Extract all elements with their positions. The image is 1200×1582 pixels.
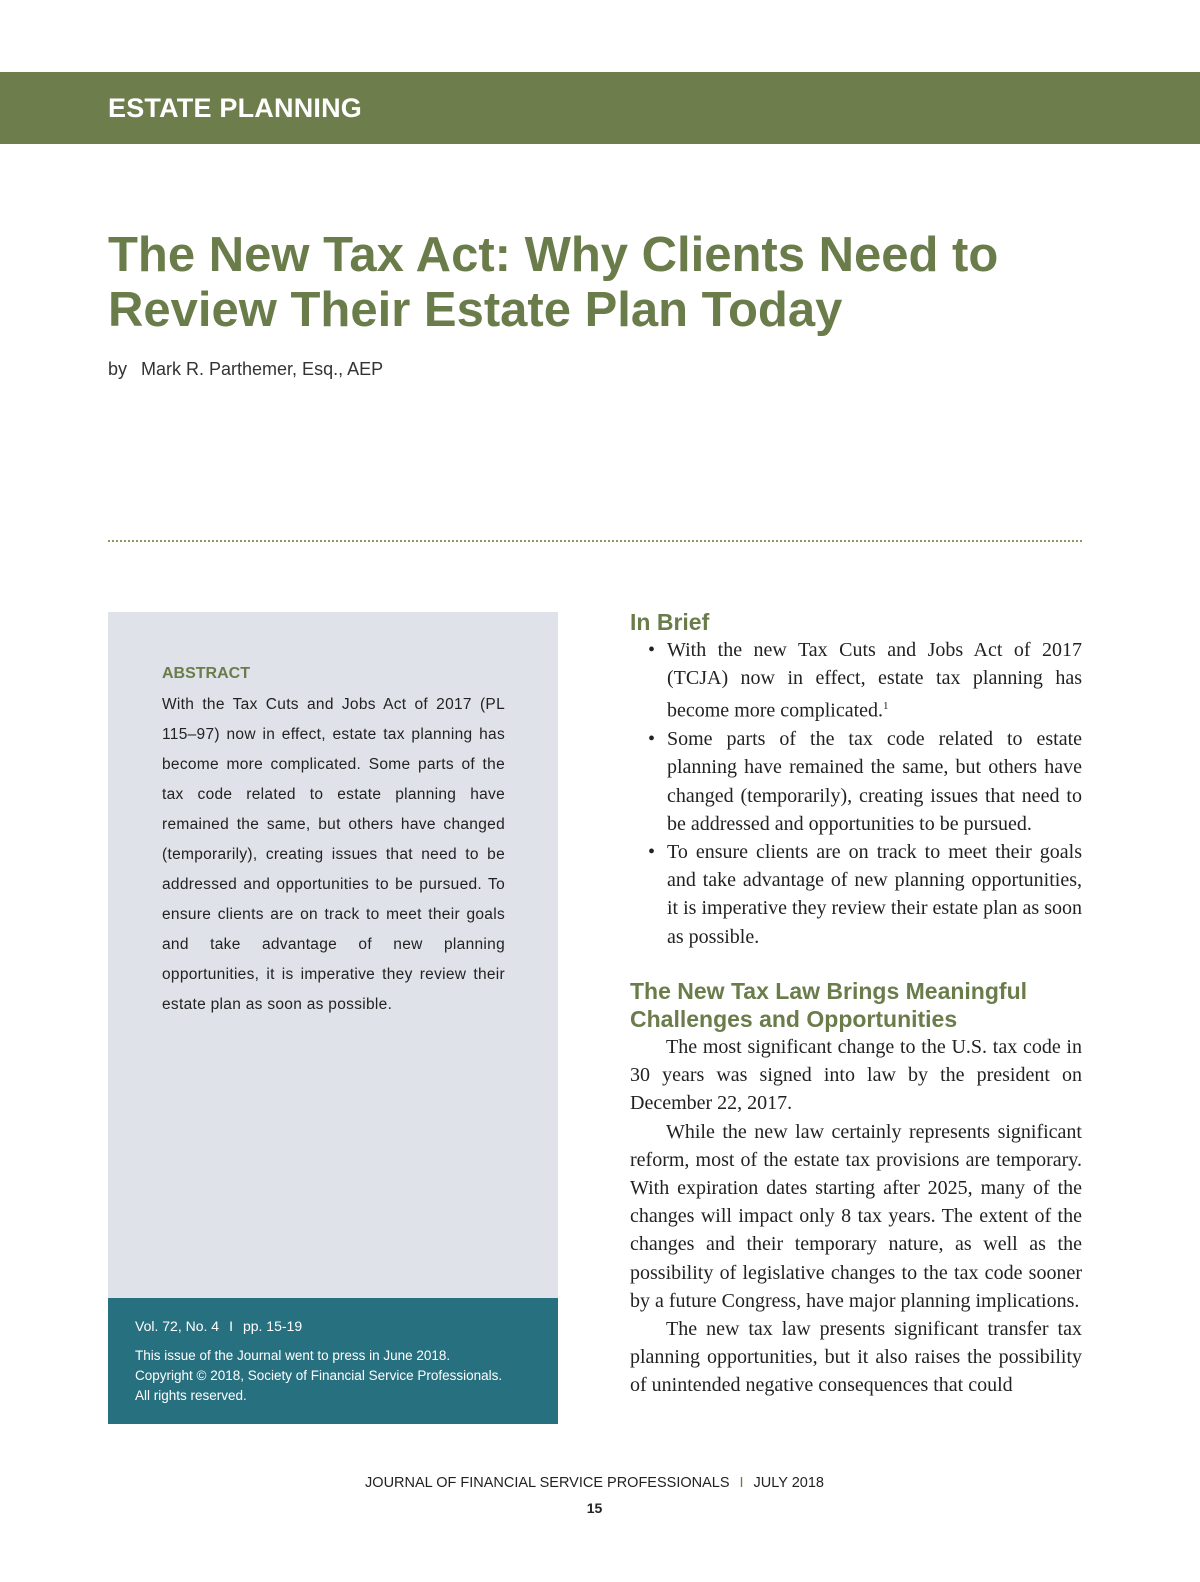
byline-by: by bbox=[108, 359, 128, 379]
pages: pp. 15-19 bbox=[242, 1318, 303, 1334]
section-banner: ESTATE PLANNING bbox=[0, 72, 1200, 144]
section-heading: The New Tax Law Brings Meaningful Challe… bbox=[630, 977, 1028, 1032]
section-label: ESTATE PLANNING bbox=[108, 93, 363, 123]
in-brief-heading: In Brief bbox=[630, 609, 710, 635]
footnote-ref: 1 bbox=[883, 700, 889, 713]
journal-name: JOURNAL OF FINANCIAL SERVICE PROFESSIONA… bbox=[365, 1475, 730, 1491]
abstract-heading: ABSTRACT bbox=[162, 665, 250, 682]
main-column: In Brief With the new Tax Cuts and Jobs … bbox=[630, 608, 1082, 1400]
dotted-divider bbox=[108, 540, 1082, 542]
issue-date: JULY 2018 bbox=[753, 1475, 824, 1491]
byline: by Mark R. Parthemer, Esq., AEP bbox=[108, 359, 383, 380]
list-item: With the new Tax Cuts and Jobs Act of 20… bbox=[648, 636, 1082, 725]
body-paragraph: The most significant change to the U.S. … bbox=[630, 1035, 1082, 1115]
body-paragraph: The new tax law presents significant tra… bbox=[630, 1317, 1082, 1397]
list-item: Some parts of the tax code related to es… bbox=[648, 725, 1082, 838]
copyright: Copyright © 2018, Society of Financial S… bbox=[135, 1368, 503, 1383]
volume: Vol. 72, No. 4 bbox=[135, 1318, 220, 1334]
abstract-box: ABSTRACT With the Tax Cuts and Jobs Act … bbox=[108, 612, 558, 1298]
page-number: 15 bbox=[586, 1500, 603, 1516]
footer-separator: I bbox=[739, 1475, 744, 1491]
list-item: To ensure clients are on track to meet t… bbox=[648, 838, 1082, 951]
body-paragraph: While the new law certainly represents s… bbox=[630, 1120, 1082, 1312]
list-item-text: With the new Tax Cuts and Jobs Act of 20… bbox=[667, 639, 1082, 723]
press-note: This issue of the Journal went to press … bbox=[135, 1348, 451, 1363]
article-title: The New Tax Act: Why Clients Need to Rev… bbox=[108, 228, 999, 337]
rights: All rights reserved. bbox=[135, 1388, 247, 1403]
page-footer: JOURNAL OF FINANCIAL SERVICE PROFESSIONA… bbox=[0, 1475, 1189, 1491]
in-brief-list: With the new Tax Cuts and Jobs Act of 20… bbox=[648, 636, 1082, 951]
author: Mark R. Parthemer, Esq., AEP bbox=[141, 359, 384, 379]
abstract-text: With the Tax Cuts and Jobs Act of 2017 (… bbox=[162, 696, 505, 1013]
separator: I bbox=[229, 1318, 233, 1334]
